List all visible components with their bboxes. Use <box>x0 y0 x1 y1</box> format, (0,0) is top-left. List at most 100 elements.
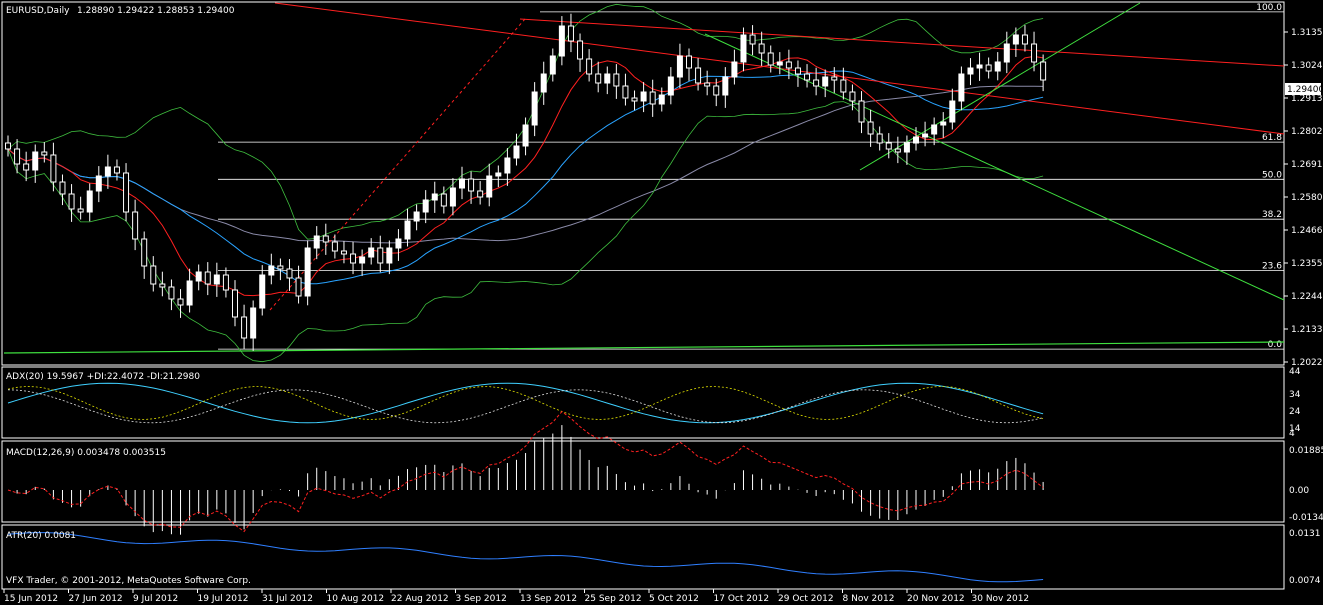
candle-bull <box>495 172 502 177</box>
candle-bull <box>949 100 956 123</box>
candle-bull <box>922 133 929 138</box>
adx-axis-label: 34 <box>1289 390 1301 400</box>
candle-bear <box>295 277 302 297</box>
candle-bear <box>1031 43 1038 63</box>
candle-bear <box>613 73 620 87</box>
time-axis-label: 15 Jun 2012 <box>4 594 58 604</box>
candle-bear <box>204 271 211 285</box>
time-axis-label: 19 Jul 2012 <box>198 594 249 604</box>
price-axis-label: 1.28020 <box>1291 127 1323 137</box>
time-axis-label: 8 Nov 2012 <box>843 594 895 604</box>
candle-bull <box>513 145 520 159</box>
candle-bull <box>1012 34 1019 45</box>
atr-panel <box>1 524 1285 590</box>
trendline-green-up <box>859 2 1141 171</box>
candle-bear <box>849 91 856 102</box>
candle-bear <box>5 142 11 150</box>
candle-bear <box>713 85 720 96</box>
current-price-tag <box>1285 83 1321 95</box>
candle-bull <box>731 61 738 78</box>
atr-axis-label: 0.0131 <box>1289 529 1321 539</box>
candle-bull <box>459 178 465 189</box>
candle-bear <box>68 193 75 210</box>
macd-signal-line <box>7 410 1044 533</box>
candle-bear <box>377 247 384 264</box>
time-axis-label: 31 Jul 2012 <box>262 594 313 604</box>
candle-bear <box>41 151 48 156</box>
trendline-red-dashed <box>269 18 526 311</box>
candle-bear <box>749 34 756 45</box>
candle-bull <box>722 76 729 96</box>
macd-axis-label: 0.00 <box>1289 486 1309 496</box>
candle-bear <box>649 91 656 105</box>
candle-bull <box>195 271 202 282</box>
candle-bull <box>658 94 665 105</box>
time-axis-label: 25 Sep 2012 <box>585 594 642 604</box>
candle-bull <box>359 256 366 264</box>
time-axis-label: 9 Jul 2012 <box>133 594 178 604</box>
time-axis-label: 13 Sep 2012 <box>520 594 577 604</box>
price-axis-label: 1.26910 <box>1291 160 1323 170</box>
time-axis-label: 30 Nov 2012 <box>972 594 1030 604</box>
candle-bull <box>958 73 965 102</box>
adx-axis-label: 44 <box>1289 367 1301 377</box>
fib-label: 61.8 <box>1262 133 1282 143</box>
candle-bull <box>558 25 565 57</box>
price-axis-label: 1.23550 <box>1291 259 1323 269</box>
candle-bear <box>595 73 602 84</box>
candle-bull <box>604 73 611 84</box>
di-plus-line <box>7 386 1044 420</box>
candle-bear <box>59 181 66 195</box>
candle-bear <box>331 241 338 252</box>
candle-bear <box>567 25 574 42</box>
indicator-lines <box>3 2 1285 363</box>
candle-bear <box>794 67 801 75</box>
trendline-green-down <box>704 33 1285 301</box>
candle-bear <box>1040 61 1047 81</box>
atr-axis-label: 0.0074 <box>1289 576 1321 586</box>
sub-indicators <box>7 382 1044 583</box>
candle-bear <box>340 250 347 255</box>
candle-bear <box>232 289 238 318</box>
candle-bull <box>422 199 429 213</box>
candle-bull <box>676 55 683 78</box>
candle-bull <box>504 157 511 174</box>
axes: 1.31350 1.30240 1.29130 1.28020 1.26910 1.258… <box>3 28 1323 604</box>
fib-label: 23.6 <box>1262 262 1282 272</box>
candle-bull <box>95 175 102 192</box>
price-axis-label: 1.25800 <box>1291 193 1323 203</box>
candle-bear <box>159 283 166 288</box>
atr-line <box>7 532 1044 583</box>
candle-bull <box>213 274 220 285</box>
time-axis-label: 3 Sep 2012 <box>456 594 507 604</box>
candle-bear <box>477 190 484 198</box>
candle-bear <box>858 100 865 123</box>
candle-bear <box>150 265 157 285</box>
candles <box>5 13 1047 351</box>
candle-bull <box>186 280 193 306</box>
candle-bull <box>368 247 375 258</box>
macd-axis-label: 0.01885 <box>1289 446 1323 456</box>
current-price: 1.29400 <box>1287 85 1323 95</box>
candle-bull <box>431 193 438 201</box>
candle-bear <box>1021 34 1028 45</box>
candle-bull <box>776 61 783 66</box>
macd-axis-label: -0.01344 <box>1289 513 1323 523</box>
candle-bear <box>141 238 148 267</box>
candle-bear <box>286 268 293 279</box>
candle-bear <box>704 82 711 87</box>
trendline-red-top <box>519 18 1285 67</box>
candle-bull <box>313 235 320 249</box>
candle-bear <box>695 67 702 84</box>
fib-levels: 100.0 61.8 50.0 38.2 23.6 0.0 <box>218 3 1284 350</box>
copyright-text: VFX Trader, © 2001-2012, MetaQuotes Soft… <box>6 576 251 586</box>
candle-bear <box>894 148 901 153</box>
candle-bull <box>259 274 266 309</box>
time-axis-label: 5 Oct 2012 <box>649 594 699 604</box>
fib-label: 100.0 <box>1256 3 1282 13</box>
candle-bull <box>913 136 919 144</box>
main-title: EURUSD,Daily <box>6 6 70 16</box>
time-axis-label: 20 Nov 2012 <box>907 594 965 604</box>
candle-bull <box>976 64 983 69</box>
